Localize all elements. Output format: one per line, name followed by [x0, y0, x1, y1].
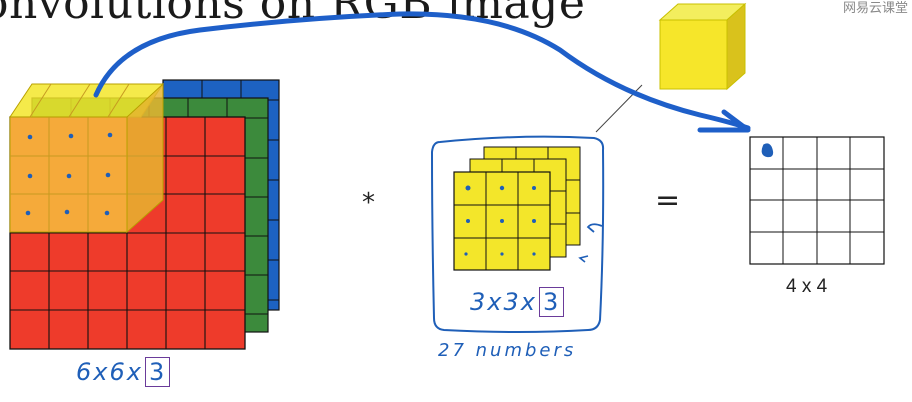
- slide-title: onvolutions on RGB image: [0, 0, 586, 29]
- filter-size-note: 3x3x 3: [470, 287, 565, 317]
- filter-size-prefix: 3x3x: [470, 288, 537, 316]
- equals-operator: =: [655, 183, 681, 218]
- param-count-note: 27 numbers: [438, 340, 577, 361]
- filter-frame-sketch: [430, 135, 605, 333]
- input-size-note: 6x6x 3: [76, 357, 171, 387]
- watermark-logo: 网易云课堂: [842, 1, 908, 16]
- filter-overlay-on-input: [9, 82, 164, 234]
- convolution-arrow: [93, 11, 751, 131]
- multiply-operator: *: [362, 188, 375, 218]
- arrow-head-icon: [697, 109, 751, 133]
- filter-cube-icon: [658, 2, 747, 91]
- input-size-prefix: 6x6x: [76, 358, 143, 386]
- output-grid: [749, 136, 885, 265]
- input-channels-boxed: 3: [144, 357, 171, 387]
- filter-channels-boxed: 3: [538, 287, 565, 317]
- output-size-label: 4 x 4: [786, 276, 828, 297]
- filter-volume: [453, 146, 603, 271]
